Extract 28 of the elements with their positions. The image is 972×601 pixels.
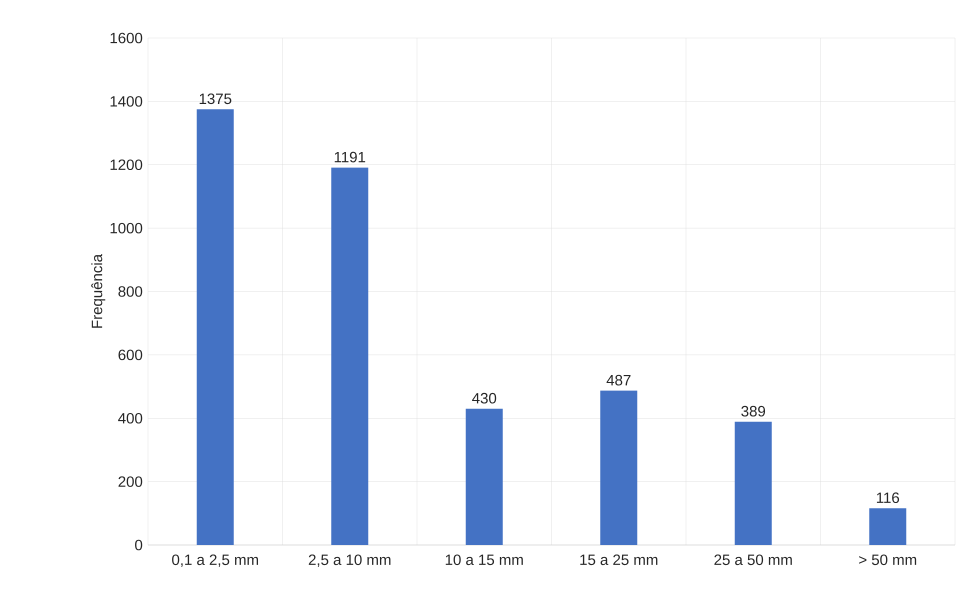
bar	[466, 408, 503, 545]
x-tick-label: > 50 mm	[859, 554, 916, 566]
data-label: 1191	[334, 152, 366, 162]
y-tick-label: 600	[118, 350, 142, 360]
x-tick-label: 2,5 a 10 mm	[308, 554, 390, 567]
y-tick-label: 1600	[110, 32, 142, 44]
y-axis-title: Frequência	[91, 254, 106, 328]
y-tick-label: 400	[118, 412, 142, 424]
y-tick-label: 1400	[110, 96, 142, 107]
data-label: 487	[606, 374, 631, 386]
data-label: 1375	[200, 93, 232, 104]
x-tick-label: 25 a 50 mm	[714, 554, 792, 566]
y-tick-label: 800	[118, 286, 142, 297]
y-tick-label: 1200	[110, 159, 142, 170]
data-label: 430	[472, 392, 496, 404]
y-tick-label: 1000	[110, 222, 142, 234]
bar	[196, 109, 234, 545]
data-label: 389	[741, 406, 766, 417]
data-label: 116	[876, 492, 900, 504]
x-tick-label: 15 a 25 mm	[580, 554, 658, 566]
bar	[600, 390, 638, 545]
bar	[869, 508, 906, 545]
x-tick-label: 10 a 15 mm	[446, 554, 523, 566]
y-tick-label: 0	[135, 540, 142, 550]
bar	[331, 168, 368, 545]
bar	[734, 422, 772, 545]
x-tick-label: 0,1 a 2,5 mm	[172, 554, 258, 567]
y-tick-label: 200	[118, 476, 142, 487]
